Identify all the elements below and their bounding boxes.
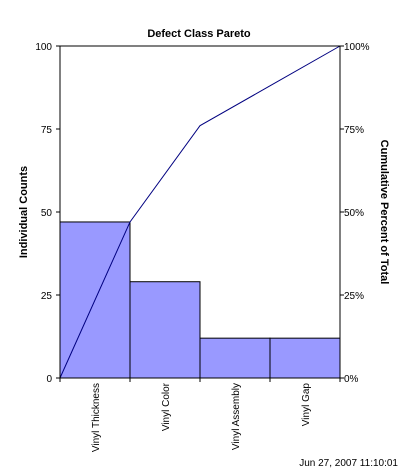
left-tick-label: 0 — [46, 374, 52, 385]
y2-axis-title: Cumulative Percent of Total — [378, 140, 390, 285]
category-label: Vinyl Color — [161, 382, 172, 431]
bar-4 — [269, 337, 341, 379]
bar-3 — [199, 337, 271, 379]
right-tick-label: 50% — [344, 208, 364, 219]
right-tick-label: 0% — [344, 374, 359, 385]
left-tick-label: 100 — [35, 42, 52, 53]
left-tick-label: 25 — [41, 291, 53, 302]
right-tick-label: 100% — [344, 42, 370, 53]
timestamp: Jun 27, 2007 11:10:01 — [299, 458, 398, 469]
bar-2 — [129, 281, 201, 379]
right-tick-label: 25% — [344, 291, 364, 302]
bars-group — [59, 221, 341, 379]
category-label: Vinyl Thickness — [91, 383, 102, 452]
x-axis-ticks: Vinyl Thickness Vinyl Color Vinyl Assembly… — [59, 378, 341, 452]
category-label: Vinyl Gap — [301, 383, 312, 427]
right-axis-ticks: 0% 25% 50% 75% 100% — [340, 42, 370, 385]
left-tick-label: 75 — [41, 125, 53, 136]
y-axis-title: Individual Counts — [18, 166, 30, 258]
left-tick-label: 50 — [41, 208, 53, 219]
category-label: Vinyl Assembly — [231, 383, 242, 450]
chart-title: Defect Class Pareto — [147, 28, 251, 40]
left-axis-ticks: 0 25 50 75 100 — [35, 42, 60, 385]
cumulative-percent-line — [59, 45, 341, 379]
right-tick-label: 75% — [344, 125, 364, 136]
